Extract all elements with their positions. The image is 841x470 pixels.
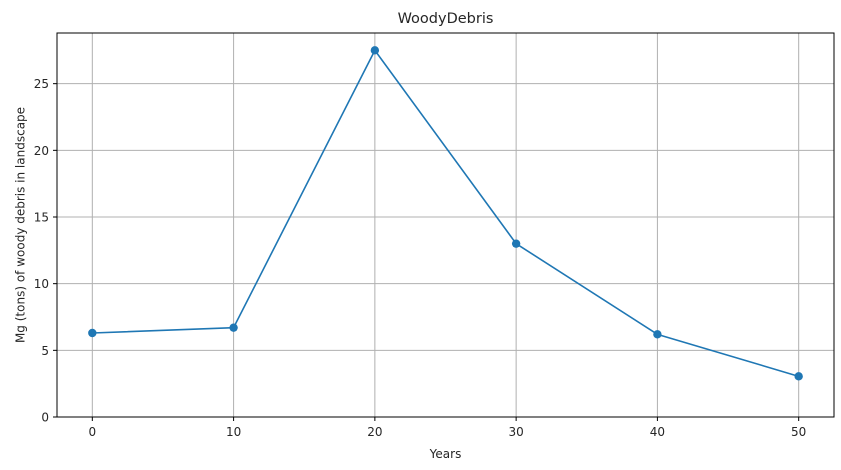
data-point-marker	[794, 372, 803, 381]
chart-title: WoodyDebris	[398, 11, 494, 27]
plot-area-frame	[56, 32, 835, 418]
y-tick-label: 25	[34, 77, 49, 91]
data-point-marker	[653, 330, 662, 339]
data-point-marker	[229, 323, 238, 332]
data-series	[88, 46, 803, 381]
x-tick-label: 30	[508, 425, 523, 439]
data-point-marker	[370, 46, 380, 55]
y-tick-label: 0	[41, 411, 49, 425]
x-tick-label: 40	[650, 425, 665, 439]
x-tick-label: 10	[226, 425, 241, 439]
y-tick-label: 5	[41, 344, 49, 358]
axis-ticks: 0 10 20 30 40 50 0 5 10 15 20 25	[34, 77, 807, 439]
series-line	[92, 49, 799, 378]
y-tick-label: 15	[34, 211, 49, 225]
x-tick-label: 0	[88, 425, 96, 439]
y-tick-label: 20	[34, 144, 49, 158]
x-axis-label: Years	[429, 447, 462, 461]
x-tick-label: 50	[791, 425, 806, 439]
y-axis-label: Mg (tons) of woody debris in landscape	[14, 107, 28, 343]
data-point-marker	[511, 239, 521, 248]
data-point-marker	[88, 328, 97, 338]
x-tick-label: 20	[367, 425, 382, 439]
y-tick-label: 10	[34, 277, 49, 291]
